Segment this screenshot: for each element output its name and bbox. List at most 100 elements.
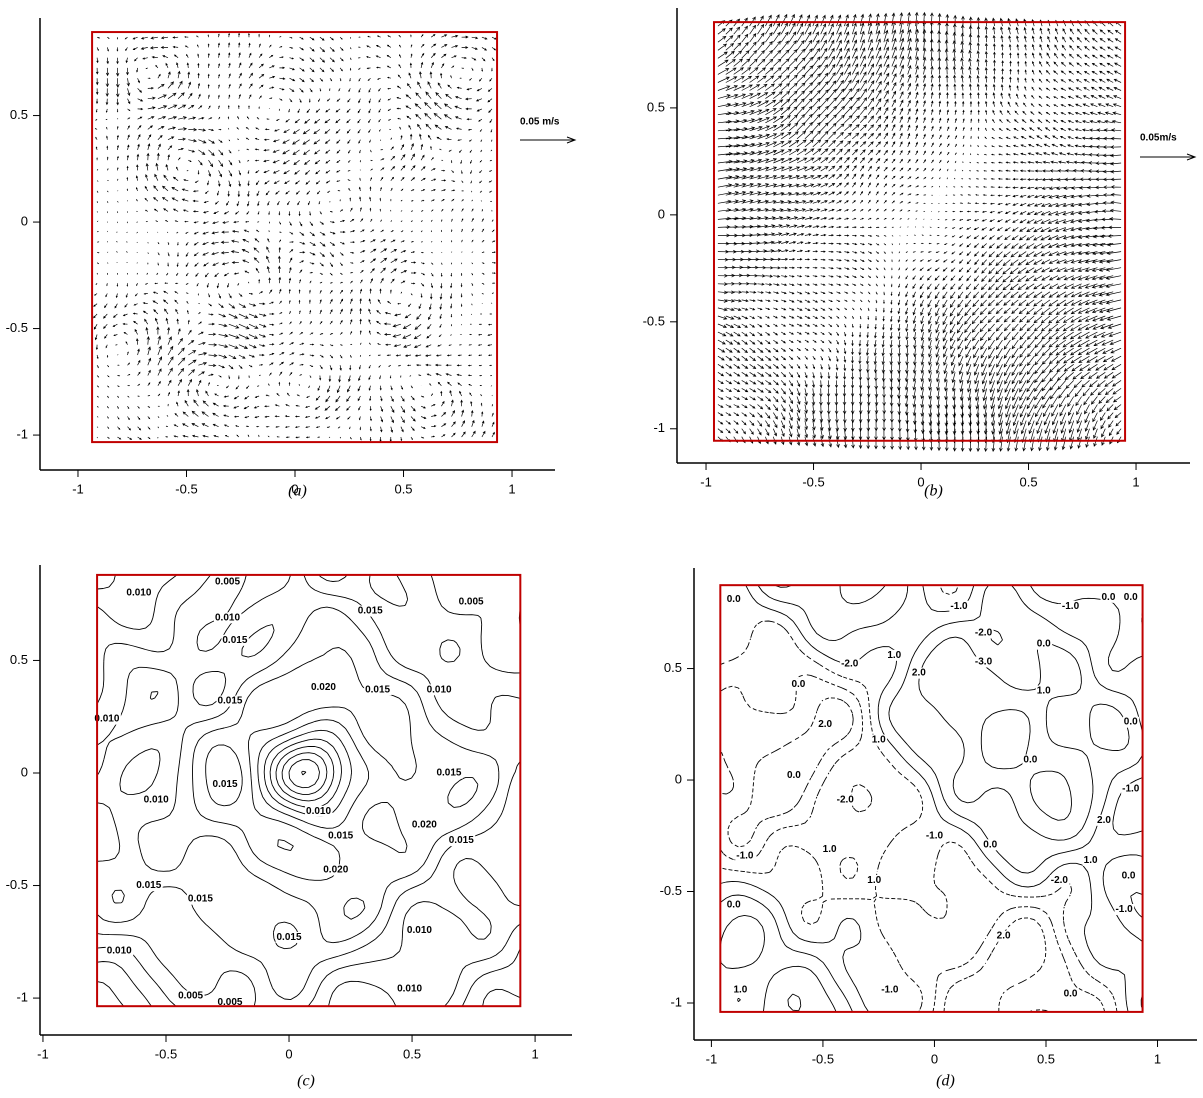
contour-label: 1.0 [733, 984, 747, 995]
contour-label: 0.005 [215, 576, 240, 587]
x-tick-label: -1 [706, 1051, 718, 1066]
y-tick-label: 0 [658, 206, 665, 221]
x-tick-label: -1 [700, 474, 712, 489]
y-tick-label: -1 [670, 994, 682, 1009]
contour-label: -2.0 [841, 659, 859, 670]
contour-label: 0.015 [136, 880, 161, 891]
contour-label: 0.020 [412, 819, 437, 830]
contour-label: 0.015 [222, 635, 247, 646]
contour-label: 0.0 [1023, 755, 1037, 766]
x-tick-label: -0.5 [812, 1051, 834, 1066]
y-tick-label: -1 [16, 990, 28, 1005]
contour-label: 0.0 [1122, 871, 1136, 882]
contour-label: 0.005 [178, 990, 203, 1001]
x-tick-label: 1 [531, 1046, 538, 1061]
x-tick-label: 0.5 [394, 481, 412, 496]
contour-label: 1.0 [823, 844, 837, 855]
contour-label: 0.010 [126, 588, 151, 599]
contour-label: -1.0 [1115, 904, 1133, 915]
x-tick-label: -0.5 [175, 481, 197, 496]
contour-label: 0.015 [328, 831, 353, 842]
contour-label: -2.0 [837, 795, 855, 806]
contour-label: 0.010 [397, 984, 422, 995]
contour-label: 0.005 [459, 597, 484, 608]
contour-label: 0.015 [277, 932, 302, 943]
y-tick-label: -1 [653, 420, 665, 435]
contour-label: -3.0 [975, 657, 993, 668]
contour-label: 2.0 [818, 719, 832, 730]
contour-label: 0.015 [188, 894, 213, 905]
contour-label: 0.0 [983, 839, 997, 850]
x-tick-label: -1 [37, 1046, 49, 1061]
y-tick-label: -0.5 [6, 320, 28, 335]
vector-field [718, 13, 1121, 452]
x-tick-label: -0.5 [802, 474, 824, 489]
contour-label: 0.010 [215, 612, 240, 623]
contour-label: 0.0 [727, 594, 741, 605]
contour-line [720, 585, 1142, 1012]
contour-label: 0.0 [1037, 639, 1051, 650]
contour-label: 0.0 [1101, 592, 1115, 603]
contour-label: 0.0 [1124, 592, 1138, 603]
y-tick-label: 0 [21, 764, 28, 779]
contour-line [720, 585, 1142, 1012]
domain-box [714, 22, 1125, 441]
y-tick-label: 0 [21, 213, 28, 228]
contour-line [302, 771, 306, 775]
x-tick-label: 1 [1132, 474, 1139, 489]
contour-label: 0.010 [427, 684, 452, 695]
contour-label: 0.015 [213, 779, 238, 790]
contour-label: 0.010 [306, 806, 331, 817]
contour-label: 0.0 [787, 770, 801, 781]
x-tick-label: 0 [285, 1046, 292, 1061]
contour-label: -1.0 [950, 601, 968, 612]
vector-field [94, 33, 497, 441]
reference-label: 0.05m/s [1140, 133, 1177, 144]
contour-label: 0.015 [217, 696, 242, 707]
contour-label: 0.010 [94, 714, 119, 725]
contour-label: -1.0 [1122, 784, 1140, 795]
contour-label: 0.015 [436, 768, 461, 779]
y-tick-label: 0.5 [664, 660, 682, 675]
y-tick-label: -1 [16, 427, 28, 442]
contour-label: 0.0 [791, 679, 805, 690]
contour-label: -2.0 [975, 628, 993, 639]
y-tick-label: -0.5 [660, 883, 682, 898]
contour-label: 0.020 [311, 682, 336, 693]
panel-caption: (d) [936, 1073, 955, 1090]
x-tick-label: -0.5 [155, 1046, 177, 1061]
contour-label: 1.0 [1037, 685, 1051, 696]
panel: 0.005 0.010 0.010 0.015 0.005 0.015 0.015 0.010… [6, 565, 572, 1090]
contour-label: 0.015 [358, 606, 383, 617]
y-tick-label: -0.5 [643, 313, 665, 328]
contour-label: 0.015 [365, 684, 390, 695]
x-tick-label: 1 [508, 481, 515, 496]
contour-label: 0.015 [449, 835, 474, 846]
contour-line [720, 585, 1142, 1012]
x-tick-label: 1 [1154, 1051, 1161, 1066]
x-tick-label: 0.5 [1019, 474, 1037, 489]
y-tick-label: 0 [675, 771, 682, 786]
x-tick-label: 0.5 [1037, 1051, 1055, 1066]
contour-label: 2.0 [912, 668, 926, 679]
x-tick-label: 0 [931, 1051, 938, 1066]
contour-label: -1.0 [736, 850, 754, 861]
contour-label: 0.010 [144, 795, 169, 806]
x-tick-label: -1 [72, 481, 84, 496]
contour-label: 0.010 [107, 945, 132, 956]
figure: 0.05 m/s-1-0.500.51-1-0.500.5(a)0.05m/s-… [0, 0, 1203, 1098]
panel-caption: (b) [924, 483, 943, 500]
contour-label: 1.0 [1084, 855, 1098, 866]
contour-line [720, 675, 1104, 1012]
panel-caption: (c) [297, 1073, 315, 1090]
contour-label: 0.010 [407, 925, 432, 936]
contour-label: 1.0 [887, 650, 901, 661]
panel-caption: (a) [288, 483, 307, 500]
contour-label: 1.0 [867, 875, 881, 886]
contour-label: 2.0 [1097, 815, 1111, 826]
x-tick-label: 0.5 [403, 1046, 421, 1061]
contour-label: 1.0 [872, 735, 886, 746]
y-tick-label: 0.5 [10, 652, 28, 667]
